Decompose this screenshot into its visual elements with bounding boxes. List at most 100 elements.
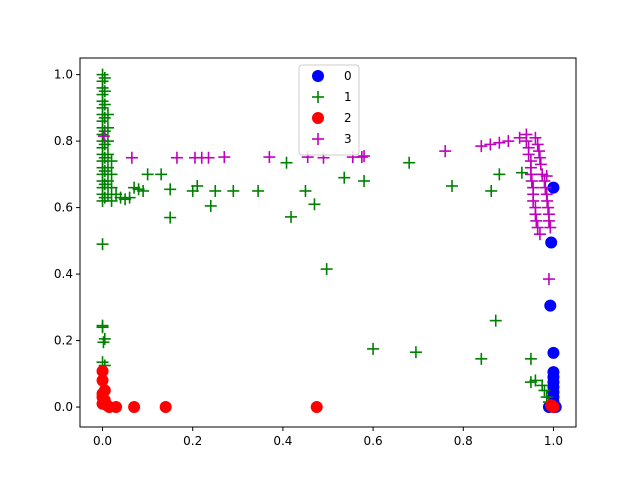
data-point	[98, 85, 111, 98]
data-point	[524, 352, 537, 365]
data-point	[529, 208, 542, 221]
data-point	[97, 336, 110, 349]
data-point	[542, 214, 555, 227]
data-point	[489, 314, 502, 327]
x-axis: 0.0 0.2 0.4 0.6 0.8 1.0	[93, 427, 563, 448]
data-point	[545, 236, 558, 249]
data-point	[522, 148, 535, 161]
data-point	[538, 175, 551, 187]
data-point	[493, 168, 506, 181]
data-point	[367, 342, 380, 355]
x-tick-label: 0.4	[273, 434, 292, 448]
y-tick-label: 0.4	[54, 267, 73, 281]
legend-item-3: 3	[312, 132, 352, 146]
data-point	[128, 401, 141, 414]
data-point	[125, 151, 138, 164]
series-2	[96, 365, 560, 414]
data-point	[209, 184, 222, 197]
data-point	[299, 184, 312, 197]
data-point	[105, 194, 118, 207]
data-point	[524, 168, 537, 181]
data-point	[96, 365, 109, 378]
data-point	[529, 131, 542, 144]
data-point	[547, 346, 560, 359]
data-point	[533, 228, 546, 241]
data-point	[155, 168, 168, 181]
series-1	[96, 68, 558, 412]
data-point	[110, 401, 123, 414]
data-point	[202, 151, 215, 164]
legend-marker	[312, 70, 324, 82]
series-3	[97, 128, 557, 286]
plot-area	[96, 68, 562, 414]
data-point	[531, 221, 544, 234]
data-point	[123, 191, 136, 204]
data-point	[446, 179, 458, 192]
data-point	[540, 170, 553, 183]
data-point	[141, 168, 154, 181]
x-tick-label: 0.0	[93, 434, 112, 448]
data-point	[98, 71, 111, 84]
legend-item-1: 1	[312, 90, 352, 104]
data-point	[285, 210, 298, 223]
legend-marker	[312, 112, 324, 124]
x-tick-label: 1.0	[544, 434, 563, 448]
data-point	[533, 145, 546, 158]
data-point	[97, 130, 110, 143]
data-point	[527, 194, 540, 207]
data-point	[439, 145, 452, 158]
data-point	[164, 183, 177, 196]
data-point	[542, 273, 555, 286]
data-point	[105, 168, 118, 181]
data-point	[101, 108, 114, 121]
data-point	[534, 158, 547, 171]
data-point	[542, 201, 555, 214]
data-point	[484, 138, 497, 151]
data-point	[308, 198, 321, 211]
data-point	[515, 166, 528, 179]
data-point	[101, 148, 114, 161]
data-point	[409, 346, 422, 359]
data-point	[475, 140, 488, 153]
data-point	[475, 352, 488, 365]
x-tick-label: 0.2	[183, 434, 202, 448]
data-point	[541, 194, 554, 207]
data-point	[280, 156, 293, 169]
data-point	[540, 391, 553, 404]
legend-label: 0	[344, 69, 352, 83]
data-point	[358, 175, 371, 187]
data-point	[493, 136, 506, 149]
data-point	[252, 184, 265, 197]
data-point	[191, 179, 204, 192]
y-tick-label: 0.8	[54, 134, 73, 148]
data-point	[98, 98, 111, 111]
y-tick-label: 0.6	[54, 201, 73, 215]
y-tick-label: 0.0	[54, 400, 73, 414]
data-point	[105, 181, 118, 194]
data-point	[547, 181, 560, 194]
legend-label: 3	[344, 132, 352, 146]
legend-marker	[312, 133, 324, 145]
data-point	[101, 121, 114, 134]
y-tick-label: 1.0	[54, 68, 73, 82]
data-point	[218, 151, 231, 164]
data-point	[530, 214, 543, 227]
data-point	[101, 175, 114, 187]
data-point	[338, 171, 351, 184]
data-point	[355, 151, 368, 164]
data-point	[358, 150, 371, 163]
data-point	[170, 151, 183, 164]
legend-item-0: 0	[312, 69, 352, 83]
legend: 0 1 2 3	[298, 64, 360, 156]
data-point	[105, 155, 118, 168]
data-point	[545, 399, 558, 412]
data-point	[520, 135, 533, 148]
data-point	[533, 151, 546, 164]
legend-item-2: 2	[312, 111, 352, 125]
data-point	[525, 175, 538, 187]
data-point	[101, 161, 114, 174]
axes-frame	[79, 57, 577, 428]
data-point	[310, 401, 323, 414]
data-point	[502, 135, 515, 148]
